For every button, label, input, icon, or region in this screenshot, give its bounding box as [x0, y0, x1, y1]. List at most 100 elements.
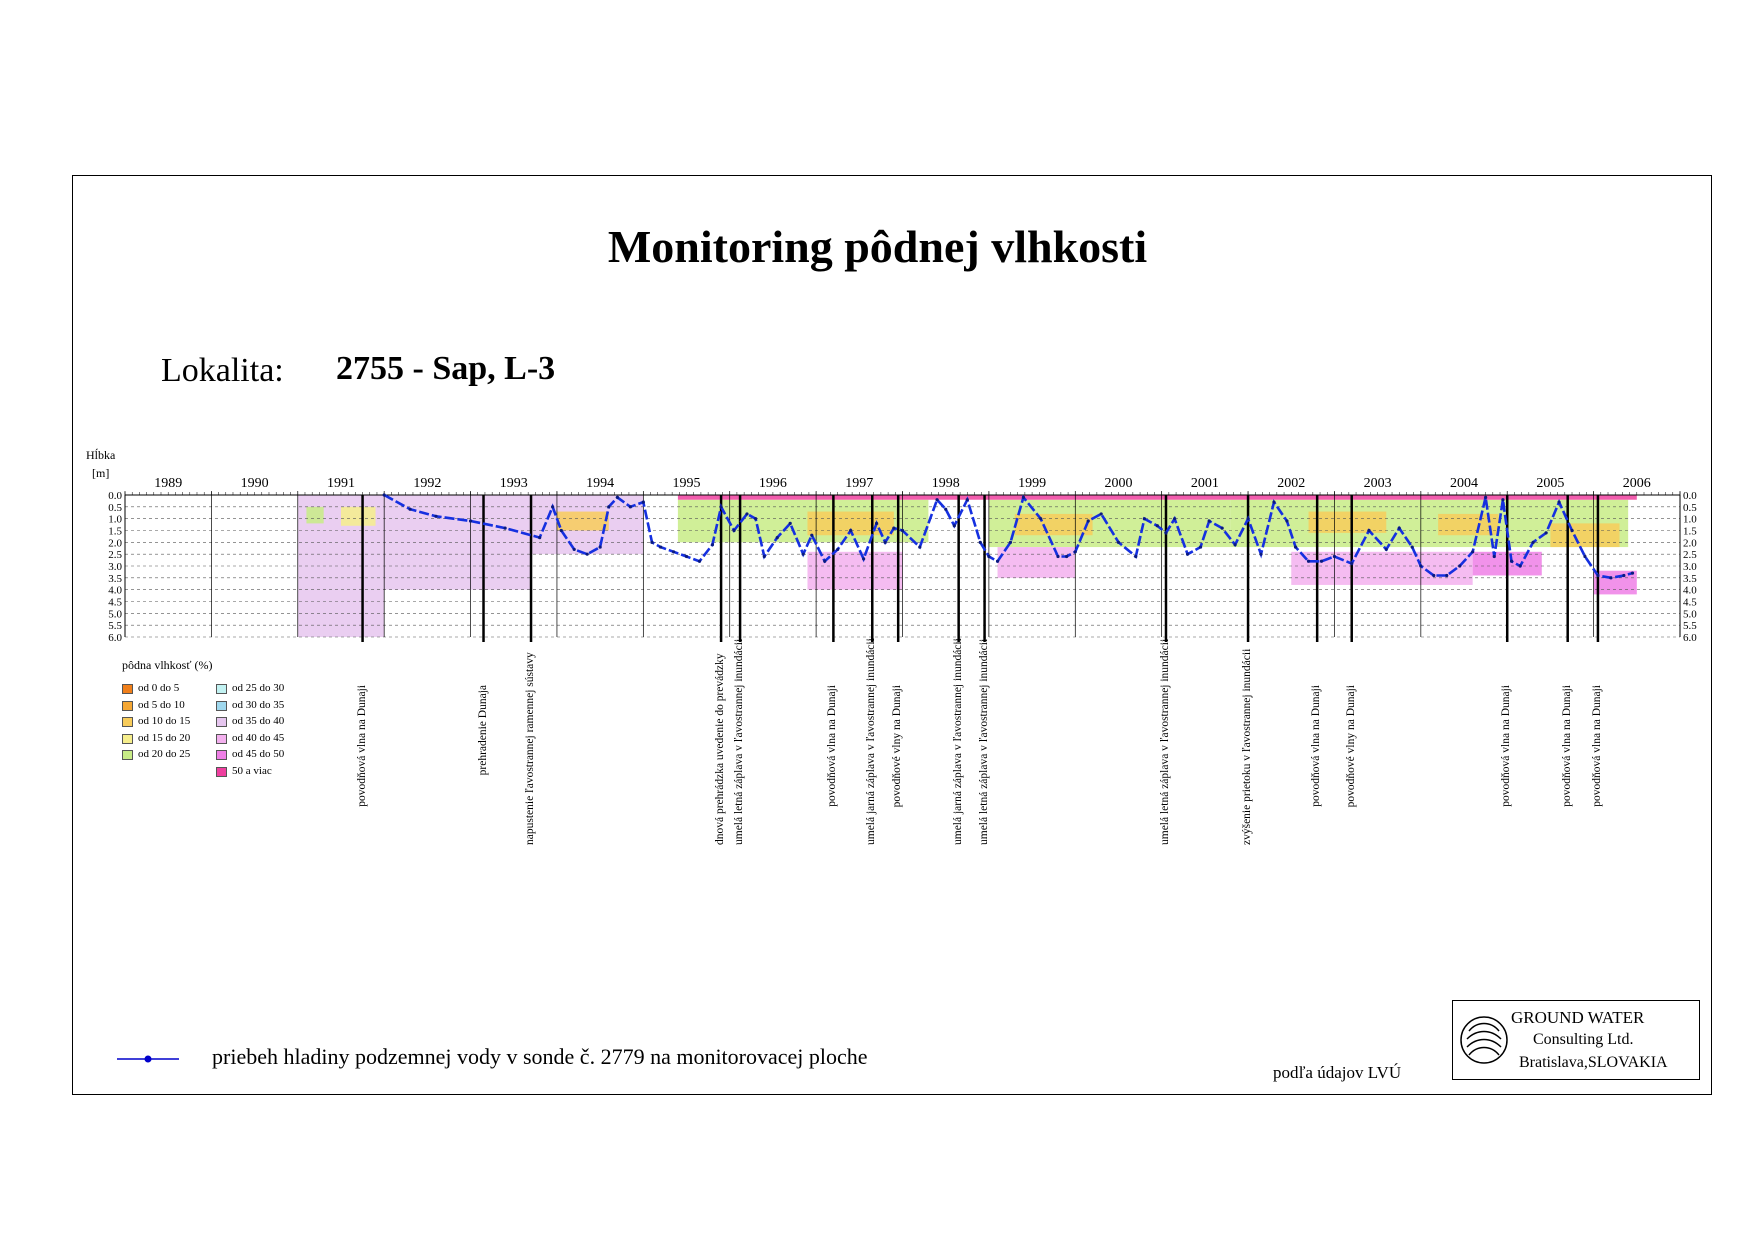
locality-value: 2755 - Sap, L-3	[336, 350, 556, 387]
moisture-cell	[1291, 551, 1473, 585]
chart-frame	[72, 175, 1712, 1095]
groundwater-point	[1419, 564, 1423, 568]
depth-tick-right: 3.0	[1683, 561, 1697, 573]
source-note: podľa údajov LVÚ	[1273, 1063, 1402, 1082]
groundwater-point	[615, 495, 620, 499]
locality-label: Lokalita:	[161, 352, 284, 389]
groundwater-point	[1384, 547, 1388, 552]
depth-tick-right: 4.5	[1683, 597, 1697, 609]
depth-tick-right: 5.5	[1683, 620, 1697, 632]
groundwater-point	[1021, 495, 1026, 499]
groundwater-point	[935, 498, 939, 502]
year-label: 1993	[500, 476, 528, 491]
groundwater-point	[1397, 526, 1401, 530]
event-annotation: dnová prehrádzka uvedenie do prevádzky	[714, 653, 727, 845]
groundwater-point	[650, 540, 654, 544]
moisture-cell	[340, 506, 376, 526]
groundwater-point	[1099, 512, 1103, 516]
groundwater-point	[382, 493, 386, 497]
event-annotation: umelá jarná záplava v ľavostrannej inund…	[865, 638, 878, 845]
moisture-cell	[1438, 513, 1499, 536]
groundwater-point	[862, 557, 866, 561]
groundwater-point	[1471, 550, 1475, 554]
year-label: 2001	[1191, 476, 1219, 491]
groundwater-point	[408, 507, 412, 511]
depth-tick-left: 0.0	[108, 490, 122, 502]
depth-tick-right: 4.0	[1683, 585, 1697, 597]
groundwater-point	[1142, 517, 1146, 521]
groundwater-point	[952, 524, 956, 528]
groundwater-point	[1306, 559, 1311, 563]
groundwater-point	[944, 507, 948, 511]
groundwater-point	[559, 528, 563, 533]
depth-tick-left: 6.0	[108, 632, 122, 644]
depth-tick-right: 0.0	[1683, 490, 1697, 502]
moisture-cell	[1550, 523, 1620, 548]
groundwater-point	[671, 550, 676, 554]
legend-swatch	[216, 717, 227, 727]
groundwater-point	[1065, 554, 1069, 559]
groundwater-point	[1185, 552, 1190, 556]
groundwater-point	[659, 545, 663, 549]
groundwater-point	[1272, 500, 1276, 504]
legend-label: od 35 do 40	[232, 715, 285, 727]
legend-label: od 30 do 35	[232, 698, 285, 711]
company-logo-box: GROUND WATER Consulting Ltd. Bratislava,…	[1452, 1000, 1700, 1080]
year-label: 1989	[154, 476, 182, 491]
event-annotation: povodňové vlny na Dunaji	[891, 685, 904, 808]
depth-tick-right: 1.0	[1683, 514, 1697, 526]
event-annotation: umelá jarná záplava v ľavostrannej inund…	[951, 638, 964, 845]
year-label: 1991	[327, 476, 355, 491]
groundwater-point	[434, 514, 438, 518]
groundwater-point	[1008, 540, 1013, 544]
legend-label: od 20 do 25	[138, 748, 191, 760]
groundwater-point	[1207, 519, 1211, 523]
year-label: 1995	[673, 476, 701, 491]
groundwater-point	[1583, 554, 1587, 559]
groundwater-point	[1073, 550, 1077, 554]
moisture-cell	[677, 495, 1637, 500]
groundwater-point	[965, 498, 969, 502]
groundwater-point	[684, 554, 689, 559]
groundwater-point	[918, 545, 922, 549]
groundwater-point	[1233, 543, 1237, 547]
moisture-cell	[306, 506, 324, 524]
depth-tick-right: 2.5	[1683, 549, 1697, 561]
event-annotation: povodňová vlna na Dunaji	[1590, 685, 1603, 807]
depth-tick-right: 1.5	[1683, 526, 1697, 538]
year-label: 2004	[1450, 476, 1478, 491]
y-axis-label: Hĺbka	[86, 448, 116, 462]
groundwater-point	[1596, 573, 1600, 578]
year-label: 1998	[932, 476, 960, 491]
groundwater-point	[1350, 562, 1354, 566]
groundwater-point	[1039, 517, 1043, 521]
groundwater-point	[1609, 576, 1613, 580]
groundwater-point	[1173, 517, 1177, 521]
event-annotation: umelá letná záplava v ľavostrannej inund…	[733, 638, 746, 845]
groundwater-legend-text: priebeh hladiny podzemnej vody v sonde č…	[212, 1044, 868, 1069]
groundwater-point	[468, 519, 473, 523]
groundwater-point	[641, 500, 645, 504]
event-annotation: povodňová vlna na Dunaji	[1310, 685, 1323, 807]
legend-label: od 5 do 10	[138, 698, 185, 711]
groundwater-point	[503, 526, 507, 530]
year-label: 2006	[1623, 476, 1651, 491]
legend-swatch	[216, 750, 227, 760]
depth-tick-left: 1.0	[108, 514, 122, 526]
legend-swatch	[122, 750, 133, 760]
moisture-cell	[1308, 511, 1387, 533]
depth-tick-right: 3.5	[1683, 573, 1697, 585]
groundwater-point	[1220, 526, 1224, 530]
groundwater-point	[762, 554, 766, 559]
event-annotation: povodňová vlna na Dunaji	[1500, 685, 1513, 807]
groundwater-point	[551, 505, 555, 509]
groundwater-line-icon	[117, 1055, 179, 1063]
groundwater-point	[1458, 564, 1462, 568]
groundwater-point	[1116, 540, 1121, 544]
year-label: 1997	[845, 476, 873, 491]
groundwater-point	[1056, 554, 1060, 559]
groundwater-point	[719, 505, 723, 509]
groundwater-point	[1432, 573, 1436, 578]
groundwater-point	[801, 552, 805, 556]
groundwater-point	[995, 559, 1000, 563]
